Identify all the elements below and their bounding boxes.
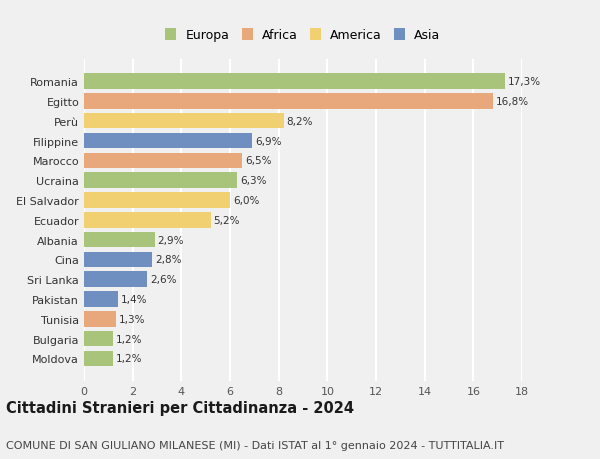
Text: 6,0%: 6,0% — [233, 196, 259, 206]
Text: 5,2%: 5,2% — [214, 215, 240, 225]
Text: COMUNE DI SAN GIULIANO MILANESE (MI) - Dati ISTAT al 1° gennaio 2024 - TUTTITALI: COMUNE DI SAN GIULIANO MILANESE (MI) - D… — [6, 440, 504, 450]
Bar — [84, 252, 152, 268]
Bar — [84, 94, 493, 109]
Bar — [84, 153, 242, 169]
Bar — [84, 193, 230, 208]
Text: 6,9%: 6,9% — [255, 136, 281, 146]
Text: 17,3%: 17,3% — [508, 77, 541, 87]
Text: 1,2%: 1,2% — [116, 334, 143, 344]
Bar — [84, 114, 284, 129]
Bar — [84, 173, 238, 189]
Text: 16,8%: 16,8% — [496, 97, 529, 107]
Text: 8,2%: 8,2% — [286, 117, 313, 127]
Bar — [84, 74, 505, 90]
Text: 1,3%: 1,3% — [119, 314, 145, 324]
Bar — [84, 331, 113, 347]
Text: 2,6%: 2,6% — [150, 274, 176, 285]
Legend: Europa, Africa, America, Asia: Europa, Africa, America, Asia — [160, 24, 446, 47]
Bar — [84, 311, 116, 327]
Bar — [84, 351, 113, 366]
Text: 2,9%: 2,9% — [157, 235, 184, 245]
Text: 1,4%: 1,4% — [121, 294, 148, 304]
Text: 6,5%: 6,5% — [245, 156, 272, 166]
Bar — [84, 272, 147, 287]
Text: 2,8%: 2,8% — [155, 255, 182, 265]
Bar — [84, 291, 118, 307]
Text: 6,3%: 6,3% — [240, 176, 267, 186]
Bar — [84, 134, 252, 149]
Text: 1,2%: 1,2% — [116, 354, 143, 364]
Bar — [84, 232, 155, 248]
Bar — [84, 213, 211, 228]
Text: Cittadini Stranieri per Cittadinanza - 2024: Cittadini Stranieri per Cittadinanza - 2… — [6, 400, 354, 415]
